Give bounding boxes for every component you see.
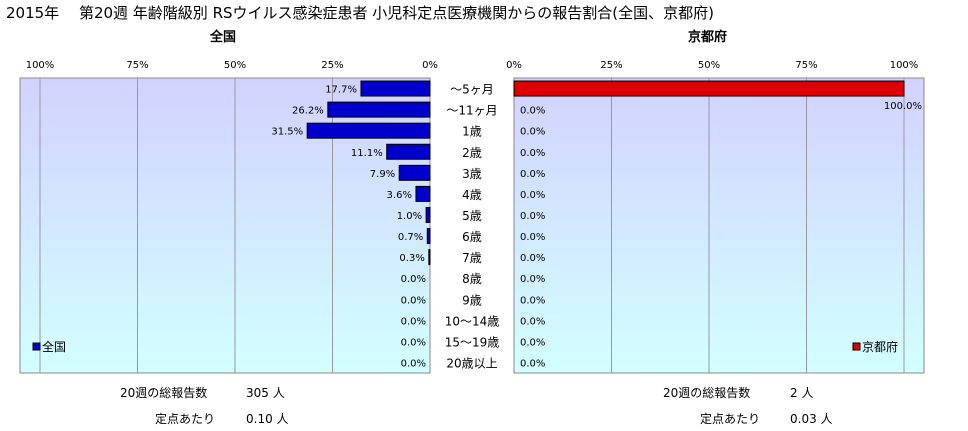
national-value-label: 0.0%: [401, 358, 426, 369]
national-value-label: 7.9%: [370, 169, 395, 180]
age-category-label: 2歳: [462, 146, 482, 160]
kyoto-value-label: 0.0%: [520, 169, 545, 180]
national-value-label: 0.3%: [399, 253, 424, 264]
kyoto-plot-background: [513, 77, 925, 374]
kyoto-tick-label: 0%: [506, 60, 522, 71]
kyoto-total-value: 2 人: [790, 386, 814, 400]
kyoto-value-label: 0.0%: [520, 358, 545, 369]
national-value-label: 11.1%: [351, 148, 383, 159]
kyoto-tick-label: 50%: [698, 60, 720, 71]
national-value-label: 26.2%: [292, 106, 324, 117]
national-value-label: 0.0%: [401, 316, 426, 327]
kyoto-value-label: 100.0%: [884, 101, 922, 112]
kyoto-legend-label: 京都府: [862, 339, 898, 354]
age-category-label: 20歳以上: [446, 356, 497, 370]
kyoto-tick-label: 100%: [890, 60, 919, 71]
kyoto-value-label: 0.0%: [520, 148, 545, 159]
kyoto-per-label: 定点あたり: [700, 412, 761, 426]
national-plot-area: 100% 75% 50% 25% 0% 17.7%26.2% 31.5% 11.1% 7.9% 3…: [19, 60, 438, 374]
national-total-label: 20週の総報告数: [120, 386, 208, 400]
kyoto-tick-label: 75%: [795, 60, 817, 71]
kyoto-value-label: 0.0%: [520, 190, 545, 201]
age-category-label: 10～14歳: [445, 314, 500, 328]
age-category-label: 15～19歳: [445, 335, 500, 349]
kyoto-value-label: 0.0%: [520, 295, 545, 306]
kyoto-value-label: 0.0%: [520, 316, 545, 327]
kyoto-plot-area: 0% 25% 50% 75% 100% 100.0% 0.0% 0.0% 0.0% 0.0% 0.0…: [506, 60, 925, 374]
kyoto-bar: [513, 80, 905, 97]
national-bar: [306, 122, 431, 139]
national-bar: [360, 80, 431, 97]
kyoto-value-label: 0.0%: [520, 274, 545, 285]
kyoto-value-label: 0.0%: [520, 232, 545, 243]
kyoto-total-label: 20週の総報告数: [663, 386, 751, 400]
age-category-label: 5歳: [462, 209, 482, 223]
age-category-label: 3歳: [462, 167, 482, 181]
kyoto-value-label: 0.0%: [520, 253, 545, 264]
age-category-label: 8歳: [462, 272, 482, 286]
kyoto-per-value: 0.03 人: [790, 412, 833, 426]
national-value-label: 31.5%: [271, 127, 303, 138]
national-tick-label: 50%: [224, 60, 246, 71]
national-panel-title: 全国: [210, 30, 237, 45]
national-value-label: 0.0%: [401, 274, 426, 285]
national-plot-background: [19, 77, 431, 374]
age-category-label: 1歳: [462, 125, 482, 139]
national-legend-swatch: [32, 342, 41, 351]
national-tick-label: 25%: [321, 60, 343, 71]
national-value-label: 0.0%: [401, 337, 426, 348]
kyoto-value-label: 0.0%: [520, 127, 545, 138]
national-bar: [428, 249, 431, 266]
kyoto-panel-title: 京都府: [688, 30, 728, 45]
age-category-label: ～5ヶ月: [450, 83, 494, 97]
national-per-value: 0.10 人: [246, 412, 289, 426]
kyoto-legend-swatch: [852, 342, 861, 351]
age-category-labels: ～5ヶ月 ～11ヶ月 1歳 2歳 3歳 4歳 5歳 6歳 7歳 8歳 9歳 10～14歳 15～19歳 2…: [445, 83, 500, 371]
kyoto-tick-label: 25%: [600, 60, 622, 71]
national-bar: [386, 143, 431, 160]
national-total-value: 305 人: [246, 386, 285, 400]
national-per-label: 定点あたり: [155, 412, 216, 426]
national-legend-label: 全国: [42, 339, 66, 354]
kyoto-value-label: 0.0%: [520, 337, 545, 348]
age-category-label: ～11ヶ月: [446, 104, 497, 118]
age-category-label: 6歳: [462, 230, 482, 244]
national-value-label: 3.6%: [387, 190, 412, 201]
national-value-label: 0.0%: [401, 295, 426, 306]
national-value-label: 1.0%: [397, 211, 422, 222]
national-bar: [415, 185, 431, 202]
national-bar: [398, 164, 431, 181]
kyoto-value-label: 0.0%: [520, 211, 545, 222]
national-tick-label: 75%: [126, 60, 148, 71]
kyoto-value-label: 0.0%: [520, 106, 545, 117]
national-value-label: 0.7%: [398, 232, 423, 243]
age-category-label: 9歳: [462, 293, 482, 307]
national-tick-label: 100%: [26, 60, 55, 71]
age-category-label: 4歳: [462, 188, 482, 202]
national-bar: [425, 206, 431, 223]
national-value-label: 17.7%: [325, 85, 357, 96]
national-tick-label: 0%: [422, 60, 438, 71]
page-title: 2015年 第20週 年齢階級別 RSウイルス感染症患者 小児科定点医療機関から…: [6, 4, 714, 22]
national-bar: [327, 101, 431, 118]
age-category-label: 7歳: [462, 251, 482, 265]
national-bar: [426, 228, 431, 245]
